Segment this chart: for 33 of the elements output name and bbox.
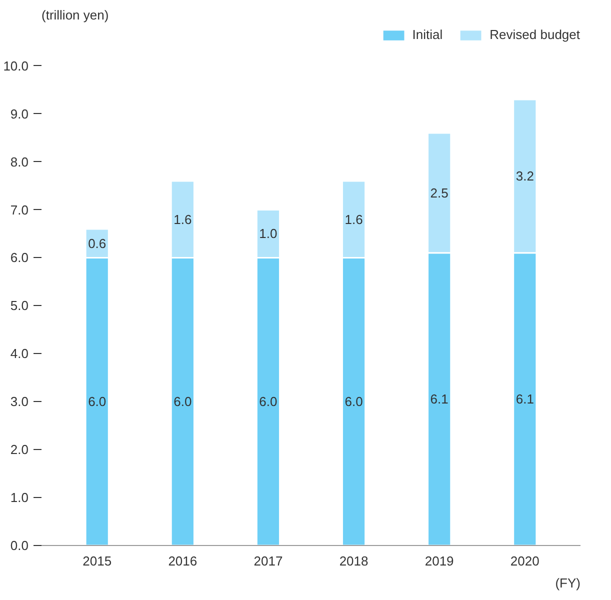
x-tick-label: 2018	[339, 554, 368, 568]
y-tick-label: 7.0	[10, 202, 29, 218]
y-tick-label: 0.0	[10, 538, 29, 553]
legend-label: Revised budget	[490, 27, 580, 42]
data-label: 6.1	[516, 392, 534, 407]
y-tick-label: 1.0	[10, 490, 29, 506]
y-tick-label: 8.0	[10, 154, 29, 170]
x-tick-label: 2019	[424, 554, 454, 568]
data-label: 6.0	[88, 394, 106, 410]
data-label: 3.2	[516, 168, 534, 184]
y-tick-label: 4.0	[10, 346, 29, 362]
data-label: 6.0	[174, 394, 192, 410]
data-label: 1.6	[344, 212, 363, 227]
data-label: 2.5	[430, 185, 448, 200]
y-tick-label: 10.0	[3, 58, 29, 74]
data-label: 1.6	[174, 212, 192, 227]
legend-label: Initial	[412, 27, 443, 42]
x-axis-title: (FY)	[555, 576, 581, 590]
x-tick-label: 2017	[254, 554, 283, 568]
data-label: 6.0	[344, 394, 363, 410]
x-tick-label: 2020	[510, 554, 540, 568]
x-tick-label: 2016	[168, 554, 198, 568]
y-tick-label: 2.0	[10, 442, 29, 458]
data-label: 1.0	[259, 226, 278, 242]
y-tick-label: 9.0	[10, 106, 29, 122]
text: (trillion yen)	[42, 8, 109, 22]
data-label: 6.1	[430, 392, 448, 407]
data-label: 0.6	[88, 236, 106, 251]
data-label: 6.0	[259, 394, 278, 410]
y-tick-label: 6.0	[10, 250, 29, 266]
y-tick-label: 5.0	[10, 298, 29, 314]
x-tick-label: 2015	[82, 554, 112, 568]
y-tick-label: 3.0	[10, 394, 29, 410]
